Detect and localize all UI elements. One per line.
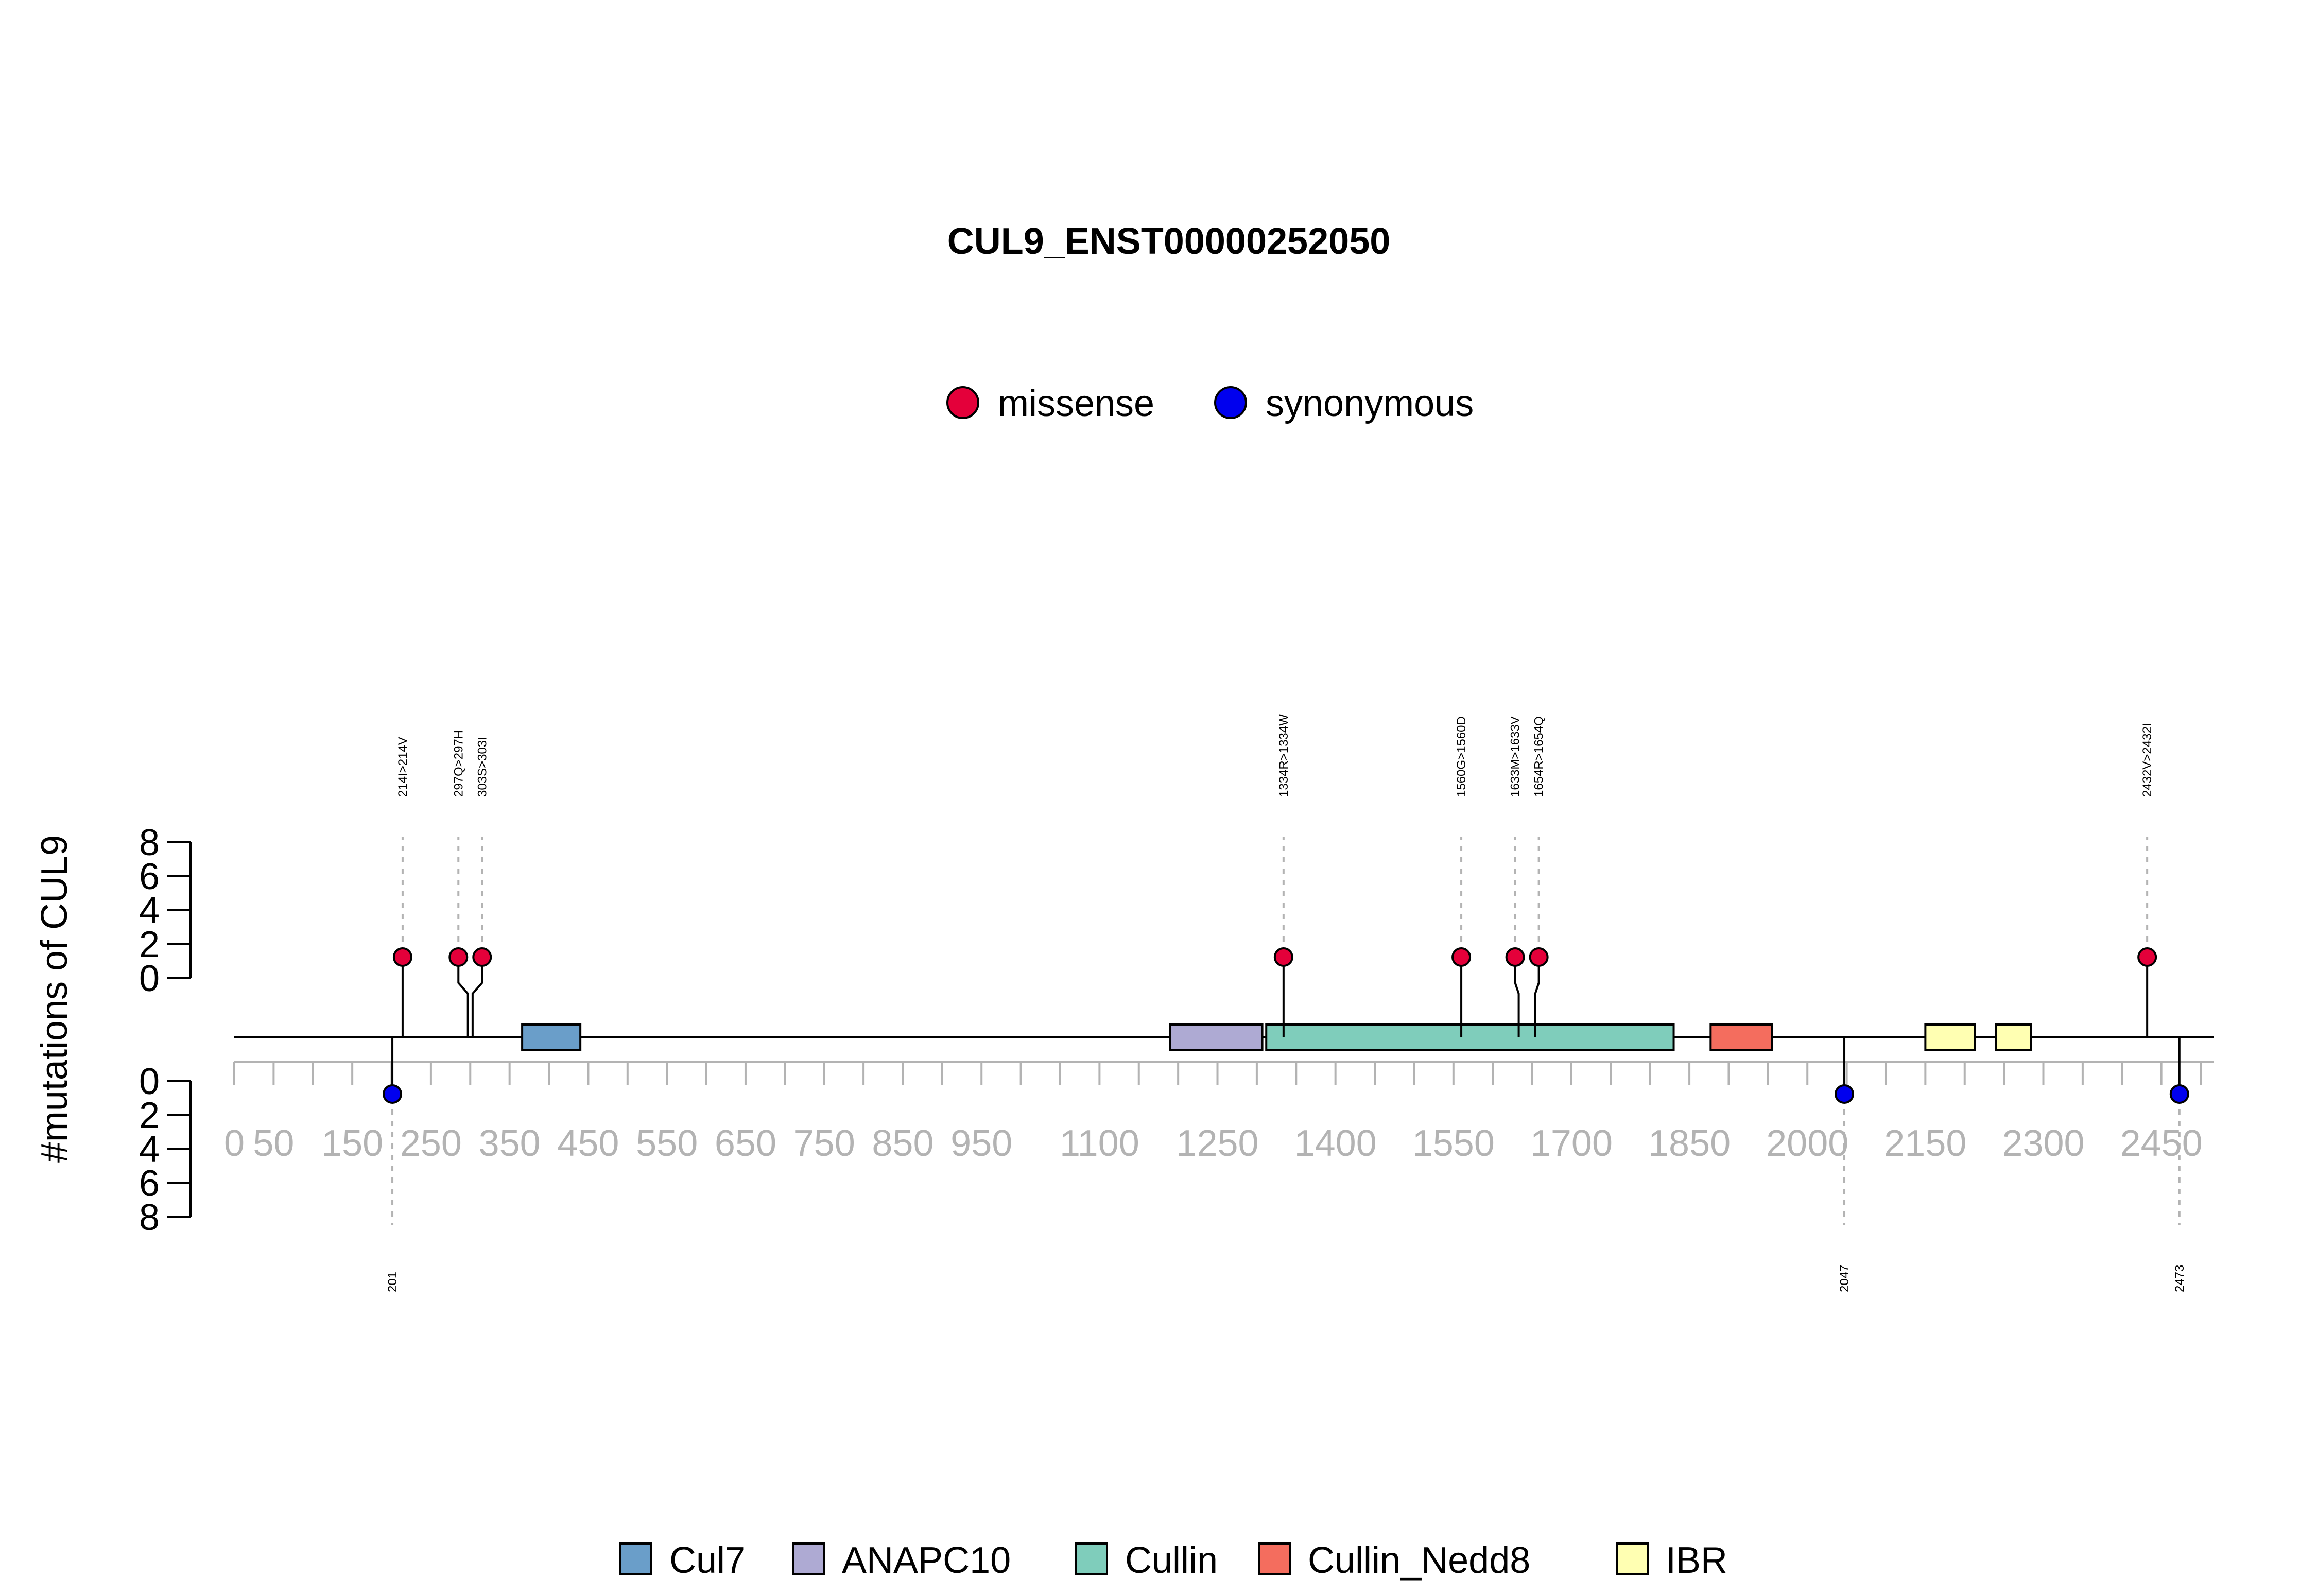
lollipop-missense-head [1505,947,1525,967]
mutation-label: 201 [386,1272,400,1292]
mutation-label: 297Q>297H [452,730,465,797]
mutation-label: 303S>303I [475,737,489,797]
x-tick-label: 1250 [1176,1123,1258,1164]
lollipop-stick [1514,957,1520,1037]
mutation-label: 2473 [2173,1265,2187,1292]
x-tick-label: 250 [400,1123,462,1164]
mutation-type-legend: missense synonymous [946,383,1474,424]
x-tick-label: 650 [715,1123,776,1164]
x-tick-label: 2000 [1766,1123,1848,1164]
lollipop-stick [457,957,469,1037]
lollipops-bottom: 201 2047 2473 [383,1037,2189,1292]
lollipop-missense-head [2137,947,2157,967]
legend-missense-marker [946,386,979,419]
y-tick-label: 2 [139,1095,160,1136]
domain-ibr [1995,1023,2032,1051]
mutation-label: 1560G>1560D [1455,716,1468,797]
lollipop-synonymous-head [383,1084,403,1104]
legend-ibr-label: IBR [1666,1540,1727,1581]
y-tick-label: 8 [139,1197,160,1238]
x-tick-label: 750 [793,1123,855,1164]
x-tick-label: 0 [224,1123,245,1164]
lollipop-stick [1534,957,1540,1037]
domain-legend: Cul7 ANAPC10 Cullin Cullin_Nedd8 IBR [619,1540,1727,1581]
y-tick-label: 4 [139,890,160,931]
y-tick-label: 0 [139,958,160,999]
y-tick-label: 8 [139,822,160,863]
lollipop-stick [471,957,483,1037]
legend-cullin_nedd8-swatch [1258,1542,1291,1575]
x-tick-label: 1100 [1060,1123,1139,1164]
mutation-label: 1334R>1334W [1277,714,1291,797]
lollipop-missense-head [472,947,492,967]
x-tick-label: 150 [321,1123,383,1164]
y-tick-label: 6 [139,1163,160,1204]
lollipop-missense-head [1273,947,1293,967]
legend-anapc10-label: ANAPC10 [842,1540,1011,1581]
x-axis: 0 50 150 250 350 450 550 650 750 850 950 1100 1250 14… [224,1061,2214,1164]
lollipop-missense-head [392,947,412,967]
mutation-label: 2047 [1838,1265,1852,1292]
x-tick-label: 2450 [2120,1123,2203,1164]
legend-cullin-label: Cullin [1125,1540,1218,1581]
x-tick-label: 950 [950,1123,1012,1164]
x-tick-label: 550 [636,1123,698,1164]
x-tick-label: 1400 [1294,1123,1377,1164]
lollipops-top: 214I>214V 297Q>297H 303S>303I 1334R>1334W 15… [392,714,2157,1037]
domain-cullin_nedd8 [1709,1023,1773,1051]
x-tick-label: 50 [253,1123,294,1164]
protein-domains [521,1023,2032,1051]
x-tick-label: 2300 [2002,1123,2084,1164]
legend-cullin-swatch [1075,1542,1108,1575]
x-tick-label: 1850 [1648,1123,1731,1164]
lollipop-missense-head [448,947,469,967]
legend-cul7-swatch [619,1542,652,1575]
x-tick-label: 1700 [1530,1123,1613,1164]
lollipop-missense-head [1529,947,1549,967]
y-tick-label: 0 [139,1061,160,1102]
legend-ibr-swatch [1616,1542,1649,1575]
x-tick-label: 350 [479,1123,541,1164]
mutation-label: 214I>214V [396,737,410,797]
domain-cul7 [521,1023,582,1051]
legend-missense-label: missense [998,383,1154,424]
x-tick-label: 1550 [1412,1123,1495,1164]
x-tick-label: 850 [872,1123,933,1164]
domain-ibr [1924,1023,1976,1051]
legend-cullin_nedd8-label: Cullin_Nedd8 [1308,1540,1530,1581]
legend-synonymous-label: synonymous [1266,383,1474,424]
lollipop-missense-head [1451,947,1472,967]
legend-cul7-label: Cul7 [669,1540,746,1581]
y-tick-label: 4 [139,1129,160,1170]
lollipop-synonymous-head [1835,1084,1855,1104]
lollipop-synonymous-head [2169,1084,2189,1104]
x-tick-label: 2150 [1884,1123,1966,1164]
mutation-label: 1654R>1654Q [1532,716,1546,797]
legend-synonymous-marker [1214,386,1247,419]
domain-cullin [1265,1023,1675,1051]
domain-anapc10 [1169,1023,1264,1051]
chart-title: CUL9_ENST00000252050 [947,221,1391,262]
y-tick-label: 2 [139,924,160,965]
y-axis-label: #mutations of CUL9 [34,835,75,1163]
mutation-label: 2432V>2432I [2140,723,2154,797]
y-tick-label: 6 [139,856,160,897]
x-tick-label: 450 [557,1123,619,1164]
mutation-label: 1633M>1633V [1509,716,1523,797]
legend-anapc10-swatch [792,1542,825,1575]
